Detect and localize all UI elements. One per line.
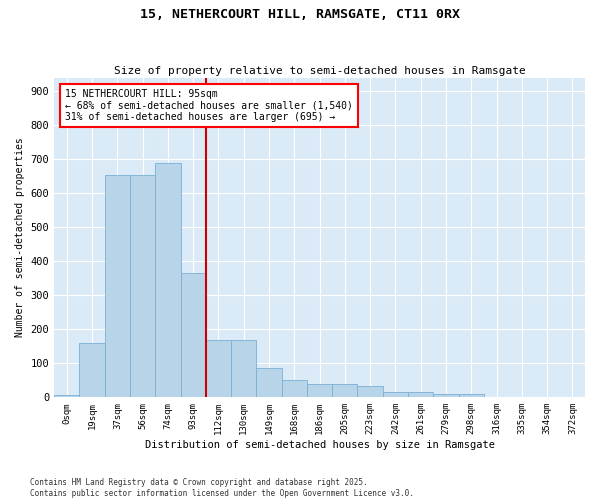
Text: 15, NETHERCOURT HILL, RAMSGATE, CT11 0RX: 15, NETHERCOURT HILL, RAMSGATE, CT11 0RX <box>140 8 460 20</box>
Bar <box>231 340 256 398</box>
Bar <box>358 386 383 398</box>
Bar <box>79 343 105 398</box>
X-axis label: Distribution of semi-detached houses by size in Ramsgate: Distribution of semi-detached houses by … <box>145 440 494 450</box>
Bar <box>408 392 433 398</box>
Text: 15 NETHERCOURT HILL: 95sqm
← 68% of semi-detached houses are smaller (1,540)
31%: 15 NETHERCOURT HILL: 95sqm ← 68% of semi… <box>65 89 353 122</box>
Bar <box>332 384 358 398</box>
Text: Contains HM Land Registry data © Crown copyright and database right 2025.
Contai: Contains HM Land Registry data © Crown c… <box>30 478 414 498</box>
Y-axis label: Number of semi-detached properties: Number of semi-detached properties <box>15 138 25 338</box>
Bar <box>458 394 484 398</box>
Bar <box>181 273 206 398</box>
Bar <box>130 174 155 398</box>
Bar <box>105 174 130 398</box>
Bar <box>206 340 231 398</box>
Bar <box>383 392 408 398</box>
Bar <box>307 384 332 398</box>
Title: Size of property relative to semi-detached houses in Ramsgate: Size of property relative to semi-detach… <box>114 66 526 76</box>
Bar <box>281 380 307 398</box>
Bar <box>155 162 181 398</box>
Bar <box>256 368 281 398</box>
Bar <box>54 394 79 398</box>
Bar <box>433 394 458 398</box>
